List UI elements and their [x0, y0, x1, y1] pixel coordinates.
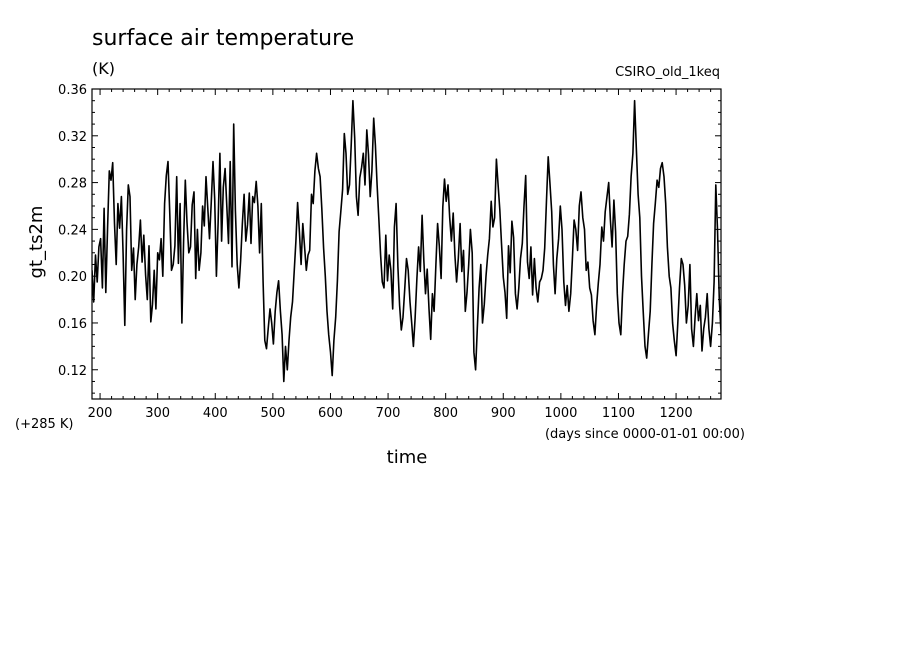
tick-labels: 200 300 400 500 600 700 800 900 1000 1100 1200 0.12… [58, 83, 693, 421]
chart-units: (K) [92, 59, 115, 78]
y-tick-label: 0.36 [58, 83, 87, 98]
x-tick-label: 500 [260, 406, 285, 421]
y-tick-label: 0.28 [58, 177, 87, 192]
y-offset-note: (+285 K) [15, 417, 74, 432]
y-tick-label: 0.16 [58, 317, 87, 332]
y-tick-label: 0.32 [58, 130, 87, 145]
chart-title: surface air temperature [92, 26, 354, 51]
x-tick-label: 800 [433, 406, 458, 421]
y-tick-label: 0.12 [58, 364, 87, 379]
y-axis-label: gt_ts2m [26, 206, 47, 279]
x-tick-label: 1200 [660, 406, 693, 421]
x-units-note: (days since 0000-01-01 00:00) [545, 427, 745, 442]
x-tick-label: 1100 [602, 406, 635, 421]
x-tick-label: 400 [203, 406, 228, 421]
series-group [92, 99, 721, 383]
y-tick-label: 0.20 [58, 270, 87, 285]
y-tick-label: 0.24 [58, 223, 87, 238]
series-line [92, 99, 721, 383]
x-tick-label: 600 [318, 406, 343, 421]
source-label: CSIRO_old_1keq [615, 65, 720, 80]
x-tick-label: 300 [145, 406, 170, 421]
axis-ticks [92, 88, 721, 399]
plot-frame [91, 88, 722, 400]
x-axis-label: time [387, 447, 428, 468]
x-tick-label: 900 [491, 406, 516, 421]
x-tick-label: 700 [376, 406, 401, 421]
x-tick-label: 1000 [544, 406, 577, 421]
x-tick-label: 200 [88, 406, 113, 421]
